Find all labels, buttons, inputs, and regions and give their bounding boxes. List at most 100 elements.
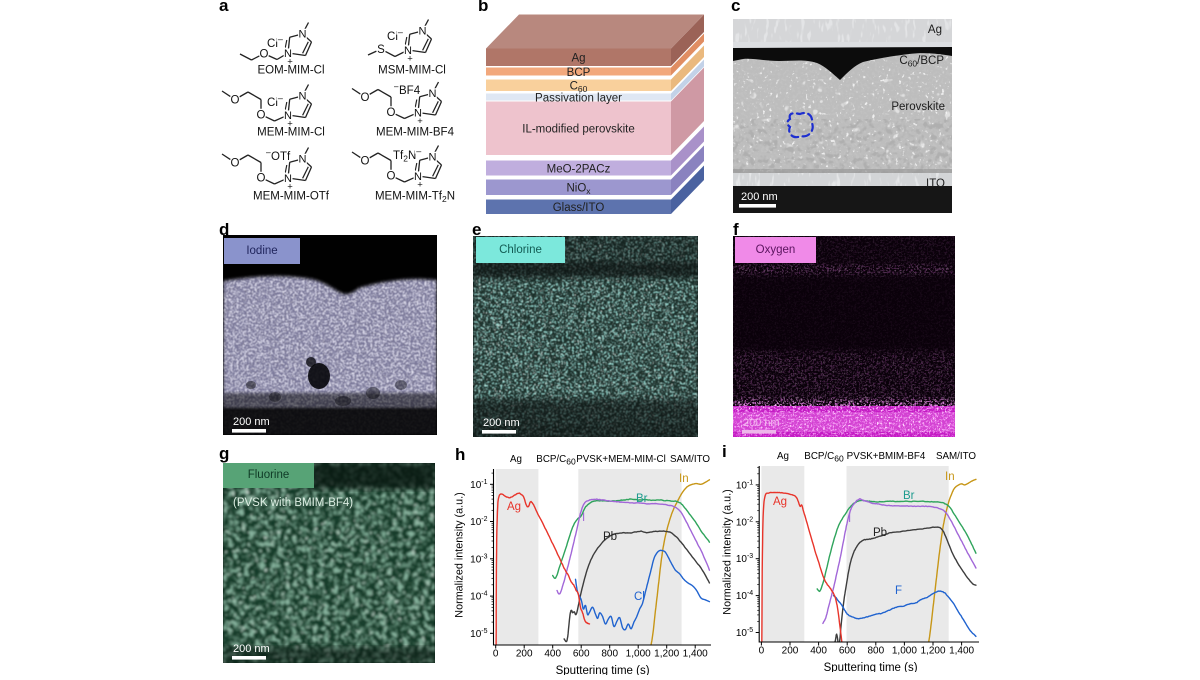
svg-text:MEM-MIM-Cl: MEM-MIM-Cl [257, 127, 325, 139]
svg-text:Cl–: Cl– [387, 27, 403, 43]
svg-text:+: + [417, 116, 423, 127]
svg-text:1,000: 1,000 [892, 646, 917, 657]
svg-text:Perovskite: Perovskite [891, 101, 945, 113]
svg-text:N: N [429, 151, 437, 163]
svg-text:In: In [679, 473, 689, 485]
svg-text:Ag: Ag [777, 451, 789, 462]
svg-text:Ag: Ag [510, 454, 522, 465]
svg-text:SAM/ITO: SAM/ITO [936, 451, 976, 462]
svg-text:F: F [895, 585, 902, 597]
svg-text:200 nm: 200 nm [483, 417, 520, 429]
svg-text:400: 400 [810, 646, 827, 657]
svg-text:+: + [407, 54, 413, 65]
svg-text:N: N [299, 90, 307, 102]
svg-text:10-3: 10-3 [736, 553, 753, 565]
svg-text:O: O [257, 173, 266, 185]
svg-text:Sputtering time (s): Sputtering time (s) [556, 665, 650, 675]
svg-text:1,000: 1,000 [626, 649, 651, 660]
svg-text:+: + [287, 57, 293, 68]
svg-text:N: N [299, 28, 307, 40]
svg-text:N: N [284, 110, 292, 122]
svg-text:+: + [287, 119, 293, 130]
svg-text:C60: C60 [570, 81, 588, 95]
svg-text:Normalized intensity (a.u.): Normalized intensity (a.u.) [722, 489, 734, 614]
svg-text:O: O [260, 49, 269, 61]
svg-text:In: In [945, 471, 955, 483]
svg-text:–BF4: –BF4 [394, 81, 421, 97]
svg-text:BCP: BCP [567, 67, 591, 79]
svg-text:MSM-MIM-Cl: MSM-MIM-Cl [378, 65, 446, 77]
svg-text:Pb: Pb [873, 527, 887, 539]
svg-text:Cl–: Cl– [267, 93, 283, 109]
svg-text:1,200: 1,200 [654, 649, 679, 660]
svg-text:N: N [414, 171, 422, 183]
svg-text:ITO: ITO [926, 178, 945, 190]
svg-text:NiOx: NiOx [566, 183, 591, 197]
svg-text:10-3: 10-3 [470, 553, 487, 565]
svg-text:1,400: 1,400 [683, 649, 708, 660]
svg-text:Br: Br [903, 490, 915, 502]
svg-text:O: O [231, 158, 240, 170]
svg-text:Sputtering time (s): Sputtering time (s) [824, 662, 918, 672]
svg-text:Glass/ITO: Glass/ITO [553, 202, 605, 214]
svg-text:Ag: Ag [571, 53, 585, 65]
svg-text:O: O [231, 95, 240, 107]
svg-text:Ag: Ag [507, 501, 521, 513]
svg-text:10-1: 10-1 [736, 479, 753, 491]
svg-text:O: O [387, 107, 396, 119]
svg-text:MEM-MIM-Tf2N: MEM-MIM-Tf2N [375, 191, 455, 205]
svg-text:Tf2N–: Tf2N– [393, 146, 421, 164]
svg-text:S: S [377, 44, 385, 56]
svg-text:200 nm: 200 nm [743, 417, 780, 429]
svg-text:MeO-2PACz: MeO-2PACz [547, 163, 611, 175]
svg-text:Pb: Pb [603, 531, 617, 543]
svg-text:MEM-MIM-OTf: MEM-MIM-OTf [253, 191, 330, 203]
svg-text:1,400: 1,400 [949, 646, 974, 657]
svg-text:400: 400 [544, 649, 561, 660]
svg-text:O: O [257, 110, 266, 122]
svg-text:BCP/C60: BCP/C60 [804, 451, 844, 464]
svg-text:C60/BCP: C60/BCP [899, 55, 944, 69]
svg-text:Ag: Ag [773, 496, 787, 508]
svg-text:Cl–: Cl– [267, 34, 283, 50]
svg-text:PVSK+BMIM-BF4: PVSK+BMIM-BF4 [847, 451, 926, 462]
svg-text:I: I [848, 513, 851, 525]
svg-text:–OTf: –OTf [266, 147, 291, 163]
svg-text:800: 800 [867, 646, 884, 657]
svg-text:Passivation layer: Passivation layer [535, 92, 622, 104]
svg-text:200: 200 [516, 649, 533, 660]
svg-text:200: 200 [782, 646, 799, 657]
svg-text:(PVSK with BMIM-BF4): (PVSK with BMIM-BF4) [233, 497, 353, 509]
svg-text:0: 0 [759, 646, 765, 657]
svg-text:Normalized intensity (a.u.): Normalized intensity (a.u.) [454, 492, 466, 617]
svg-text:O: O [361, 156, 370, 168]
svg-text:10-5: 10-5 [736, 627, 753, 639]
svg-text:1,200: 1,200 [920, 646, 945, 657]
svg-text:EOM-MIM-Cl: EOM-MIM-Cl [257, 65, 324, 77]
svg-text:IL-modified perovskite: IL-modified perovskite [522, 124, 635, 136]
svg-text:Ag: Ag [928, 24, 942, 36]
svg-text:N: N [284, 48, 292, 60]
svg-text:600: 600 [839, 646, 856, 657]
svg-text:+: + [287, 182, 293, 193]
svg-text:200 nm: 200 nm [233, 643, 270, 655]
svg-text:N: N [419, 25, 427, 37]
svg-text:200 nm: 200 nm [233, 416, 270, 428]
svg-text:MEM-MIM-BF4: MEM-MIM-BF4 [376, 127, 455, 139]
svg-text:200 nm: 200 nm [741, 191, 778, 203]
svg-text:O: O [361, 92, 370, 104]
svg-text:PVSK+MEM-MIM-Cl: PVSK+MEM-MIM-Cl [576, 454, 666, 465]
svg-text:N: N [299, 153, 307, 165]
svg-text:O: O [387, 171, 396, 183]
svg-text:BCP/C60: BCP/C60 [536, 454, 576, 467]
svg-text:SAM/ITO: SAM/ITO [670, 454, 710, 465]
svg-text:10-1: 10-1 [470, 479, 487, 491]
svg-text:+: + [417, 180, 423, 191]
svg-text:10-2: 10-2 [470, 516, 487, 528]
svg-text:10-4: 10-4 [470, 591, 487, 603]
svg-text:N: N [414, 108, 422, 120]
svg-text:N: N [404, 45, 412, 57]
svg-text:N: N [429, 88, 437, 100]
svg-text:I: I [582, 512, 585, 524]
svg-text:Cl: Cl [634, 591, 645, 603]
